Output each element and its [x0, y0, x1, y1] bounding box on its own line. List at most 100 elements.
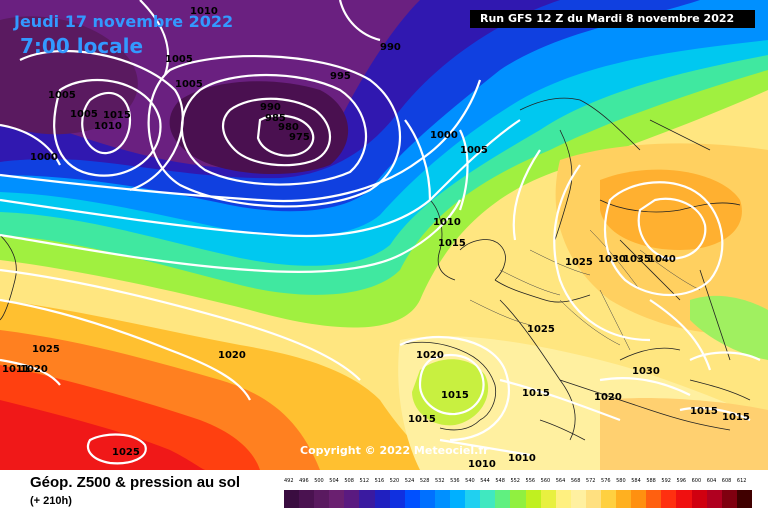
scale-tick-label: 556 [525, 478, 536, 484]
scale-tick-label: 572 [585, 478, 596, 484]
scale-tick-label: 548 [495, 478, 505, 484]
scale-tick-label: 564 [555, 478, 566, 484]
lead-time: (+ 210h) [30, 495, 72, 507]
scale-tick-label: 532 [434, 478, 445, 484]
scale-swatch [661, 490, 677, 508]
forecast-date: Jeudi 17 novembre 2022 [14, 12, 234, 31]
scale-tick-label: 560 [540, 478, 551, 484]
color-scale-labels: 492 496 500 504 508 512 516 520 524 528 532 536 540 5… [284, 478, 752, 488]
scale-tick-label: 512 [359, 478, 370, 484]
color-scale-bar [284, 490, 752, 508]
isobar-label: 1005 [70, 109, 98, 120]
z500-southeast-band [600, 398, 768, 470]
isobar-label: 1025 [112, 447, 140, 458]
scale-tick-label: 500 [314, 478, 324, 484]
scale-swatch [646, 490, 662, 508]
isobars [0, 0, 761, 465]
scale-tick-label: 496 [299, 478, 309, 484]
isobar-label: 1020 [20, 364, 48, 375]
isobar-label: 1010 [433, 217, 461, 228]
copyright: Copyright © 2022 Meteociel.fr [300, 444, 489, 457]
isobar-label: 1010 [94, 121, 122, 132]
scale-tick-label: 576 [601, 478, 611, 484]
scale-tick-label: 504 [329, 478, 339, 484]
scale-swatch [344, 490, 360, 508]
scale-swatch [585, 490, 601, 508]
coastlines [0, 97, 751, 441]
scale-tick-label: 584 [631, 478, 641, 484]
z500-northwest-core [0, 16, 138, 135]
scale-swatch [450, 490, 466, 508]
scale-swatch [480, 490, 496, 508]
isobar-label: 1005 [175, 79, 203, 90]
isobar-label: 1040 [648, 254, 676, 265]
scale-swatch [359, 490, 375, 508]
scale-tick-label: 588 [646, 478, 656, 484]
scale-swatch [299, 490, 315, 508]
scale-swatch [374, 490, 390, 508]
z500-east-band [690, 295, 768, 360]
scale-tick-label: 524 [404, 478, 415, 484]
isobar-label: 1015 [408, 414, 436, 425]
isobar-label: 985 [265, 113, 286, 124]
scale-swatch [434, 490, 451, 508]
scale-swatch [706, 490, 722, 508]
isobar-label: 990 [260, 102, 281, 113]
scale-swatch [570, 490, 586, 508]
run-banner: Run GFS 12 Z du Mardi 8 novembre 2022 [470, 10, 755, 28]
scale-swatch [389, 490, 405, 508]
isobar-label: 1035 [623, 254, 651, 265]
isobar-label: 980 [278, 122, 299, 133]
isobar-label: 1010 [468, 459, 496, 470]
isobar-label: 1020 [594, 392, 622, 403]
isobar-label: 995 [330, 71, 351, 82]
scale-swatch [525, 490, 541, 508]
isobar-label: 1020 [218, 350, 246, 361]
scale-tick-label: 604 [706, 478, 717, 484]
scale-tick-label: 536 [450, 478, 460, 484]
isobar-label: 1010 [190, 6, 218, 17]
scale-tick-label: 516 [374, 478, 385, 484]
isobar-label: 1015 [103, 110, 131, 121]
isobar-label: 1025 [565, 257, 593, 268]
scale-swatch [676, 490, 692, 508]
isobar-labels: 1010 990 1005 1005 1005 995 1005 1015 10… [2, 6, 750, 470]
scale-tick-label: 552 [510, 478, 520, 484]
scale-tick-label: 600 [691, 478, 702, 484]
isobar-label: 1000 [430, 130, 458, 141]
scale-tick-label: 520 [389, 478, 400, 484]
scale-swatch [404, 490, 420, 508]
isobar-label: 1030 [632, 366, 660, 377]
scale-tick-label: 508 [344, 478, 354, 484]
scale-swatch [631, 490, 647, 508]
scale-swatch [314, 490, 330, 508]
scale-tick-label: 568 [570, 478, 581, 484]
scale-swatch [721, 490, 737, 508]
scale-swatch [419, 490, 435, 508]
isobar-label: 1000 [30, 152, 58, 163]
scale-tick-label: 592 [661, 478, 671, 484]
isobar-label: 1015 [522, 388, 550, 399]
scale-tick-label: 492 [284, 478, 294, 484]
isobar-label: 1020 [416, 350, 444, 361]
scale-swatch [555, 490, 571, 508]
scale-tick-label: 580 [616, 478, 626, 484]
isobar-label: 990 [380, 42, 401, 53]
isobar-label: 1030 [598, 254, 626, 265]
scale-tick-label: 596 [676, 478, 687, 484]
scale-swatch [284, 490, 300, 508]
scale-tick-label: 540 [465, 478, 475, 484]
scale-swatch [465, 490, 481, 508]
isobar-label: 1005 [460, 145, 488, 156]
scale-tick-label: 528 [419, 478, 430, 484]
scale-swatch [616, 490, 632, 508]
isobar-label: 975 [289, 132, 310, 143]
isobar-label: 1011 [2, 364, 30, 375]
isobar-label: 1005 [48, 90, 76, 101]
product-title: Géop. Z500 & pression au sol [30, 474, 241, 491]
scale-tick-label: 544 [480, 478, 490, 484]
scale-swatch [495, 490, 511, 508]
isobar-label: 1015 [441, 390, 469, 401]
isobar-label: 1015 [438, 238, 466, 249]
scale-swatch [510, 490, 526, 508]
